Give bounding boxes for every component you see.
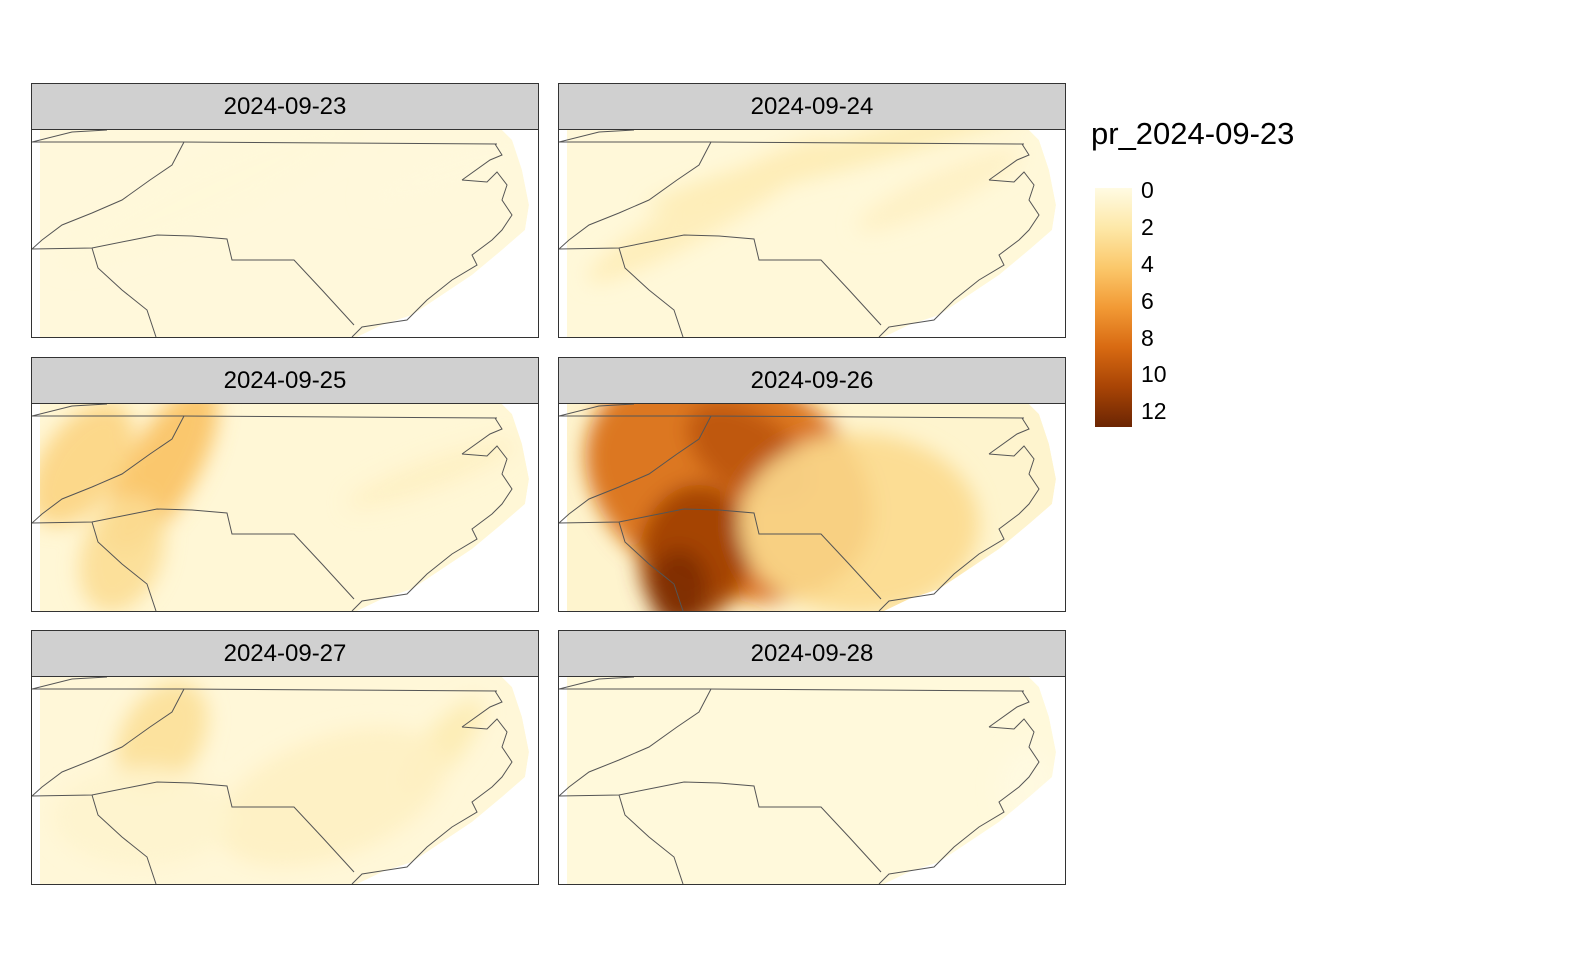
precip-band <box>739 434 979 611</box>
state-border <box>559 141 1025 145</box>
precip-band <box>347 440 517 508</box>
state-border <box>618 247 684 337</box>
state-border <box>32 781 355 873</box>
state-border <box>559 508 882 600</box>
state-border <box>32 141 498 145</box>
state-border <box>559 415 712 524</box>
map-panel-4: 2024-09-26 <box>558 357 1066 612</box>
legend-label: 0 <box>1141 177 1154 203</box>
panel-date-label: 2024-09-24 <box>559 84 1065 130</box>
precip-band <box>116 681 208 793</box>
legend-label: 4 <box>1141 251 1154 277</box>
panel-date-label: 2024-09-25 <box>32 358 538 404</box>
state-border <box>559 130 635 143</box>
map-panel-3: 2024-09-25 <box>31 357 539 612</box>
precip-band <box>217 727 447 867</box>
state-border <box>91 794 157 884</box>
state-border <box>351 718 513 884</box>
state-border <box>32 415 185 524</box>
map-panel-6: 2024-09-28 <box>558 630 1066 885</box>
panel-date-label: 2024-09-28 <box>559 631 1065 677</box>
state-border <box>559 404 635 417</box>
state-border <box>559 781 882 873</box>
land-fill <box>559 677 1056 884</box>
state-border <box>32 234 355 326</box>
precipitation-raster <box>32 130 529 337</box>
state-border <box>91 247 157 337</box>
map-panel-5: 2024-09-27 <box>31 630 539 885</box>
state-border <box>559 415 1025 419</box>
map-panel-1: 2024-09-23 <box>31 83 539 338</box>
state-border <box>559 688 1025 692</box>
state-border <box>988 417 1030 455</box>
legend-title: pr_2024-09-23 <box>1091 116 1295 151</box>
precipitation-raster <box>559 404 1056 611</box>
state-border <box>351 171 513 337</box>
precip-map <box>559 130 1065 337</box>
precip-band <box>367 133 529 207</box>
state-border <box>559 141 712 250</box>
precip-map <box>32 677 538 884</box>
state-border <box>32 688 498 692</box>
precip-map <box>559 677 1065 884</box>
state-border <box>32 141 185 250</box>
state-border <box>32 130 108 143</box>
precip-map <box>32 130 538 337</box>
precip-map <box>32 404 538 611</box>
precip-band <box>999 747 1056 827</box>
legend-label: 10 <box>1141 361 1167 387</box>
state-border <box>91 521 157 611</box>
state-border <box>559 234 882 326</box>
state-border <box>878 718 1040 884</box>
precipitation-raster <box>559 130 1056 337</box>
legend-label: 8 <box>1141 325 1154 351</box>
state-border <box>988 143 1030 181</box>
state-border <box>32 415 498 419</box>
precipitation-raster <box>559 677 1056 884</box>
legend-label: 12 <box>1141 398 1167 424</box>
state-border <box>32 677 108 690</box>
state-border <box>878 445 1040 611</box>
precipitation-raster <box>32 404 529 611</box>
precip-band <box>57 130 367 267</box>
state-border <box>878 171 1040 337</box>
state-border <box>618 794 684 884</box>
state-border <box>32 688 185 797</box>
state-border <box>461 690 503 728</box>
precip-band <box>32 404 134 526</box>
panel-date-label: 2024-09-27 <box>32 631 538 677</box>
panel-date-label: 2024-09-23 <box>32 84 538 130</box>
map-panel-2: 2024-09-24 <box>558 83 1066 338</box>
state-border <box>32 404 108 417</box>
precipitation-raster <box>32 677 529 884</box>
state-border <box>351 445 513 611</box>
state-border <box>559 677 635 690</box>
precip-band <box>79 495 165 611</box>
precip-band <box>587 137 831 283</box>
state-border <box>988 690 1030 728</box>
precip-band <box>857 148 1021 232</box>
state-border <box>461 143 503 181</box>
state-border <box>32 508 355 600</box>
legend-color-bar <box>1095 188 1132 427</box>
legend-label: 6 <box>1141 288 1154 314</box>
state-border <box>559 688 712 797</box>
precip-map <box>559 404 1065 611</box>
state-border <box>461 417 503 455</box>
state-border <box>618 521 684 611</box>
precip-band <box>649 549 709 611</box>
panel-date-label: 2024-09-26 <box>559 358 1065 404</box>
precip-band <box>52 767 232 867</box>
legend-label: 2 <box>1141 214 1154 240</box>
